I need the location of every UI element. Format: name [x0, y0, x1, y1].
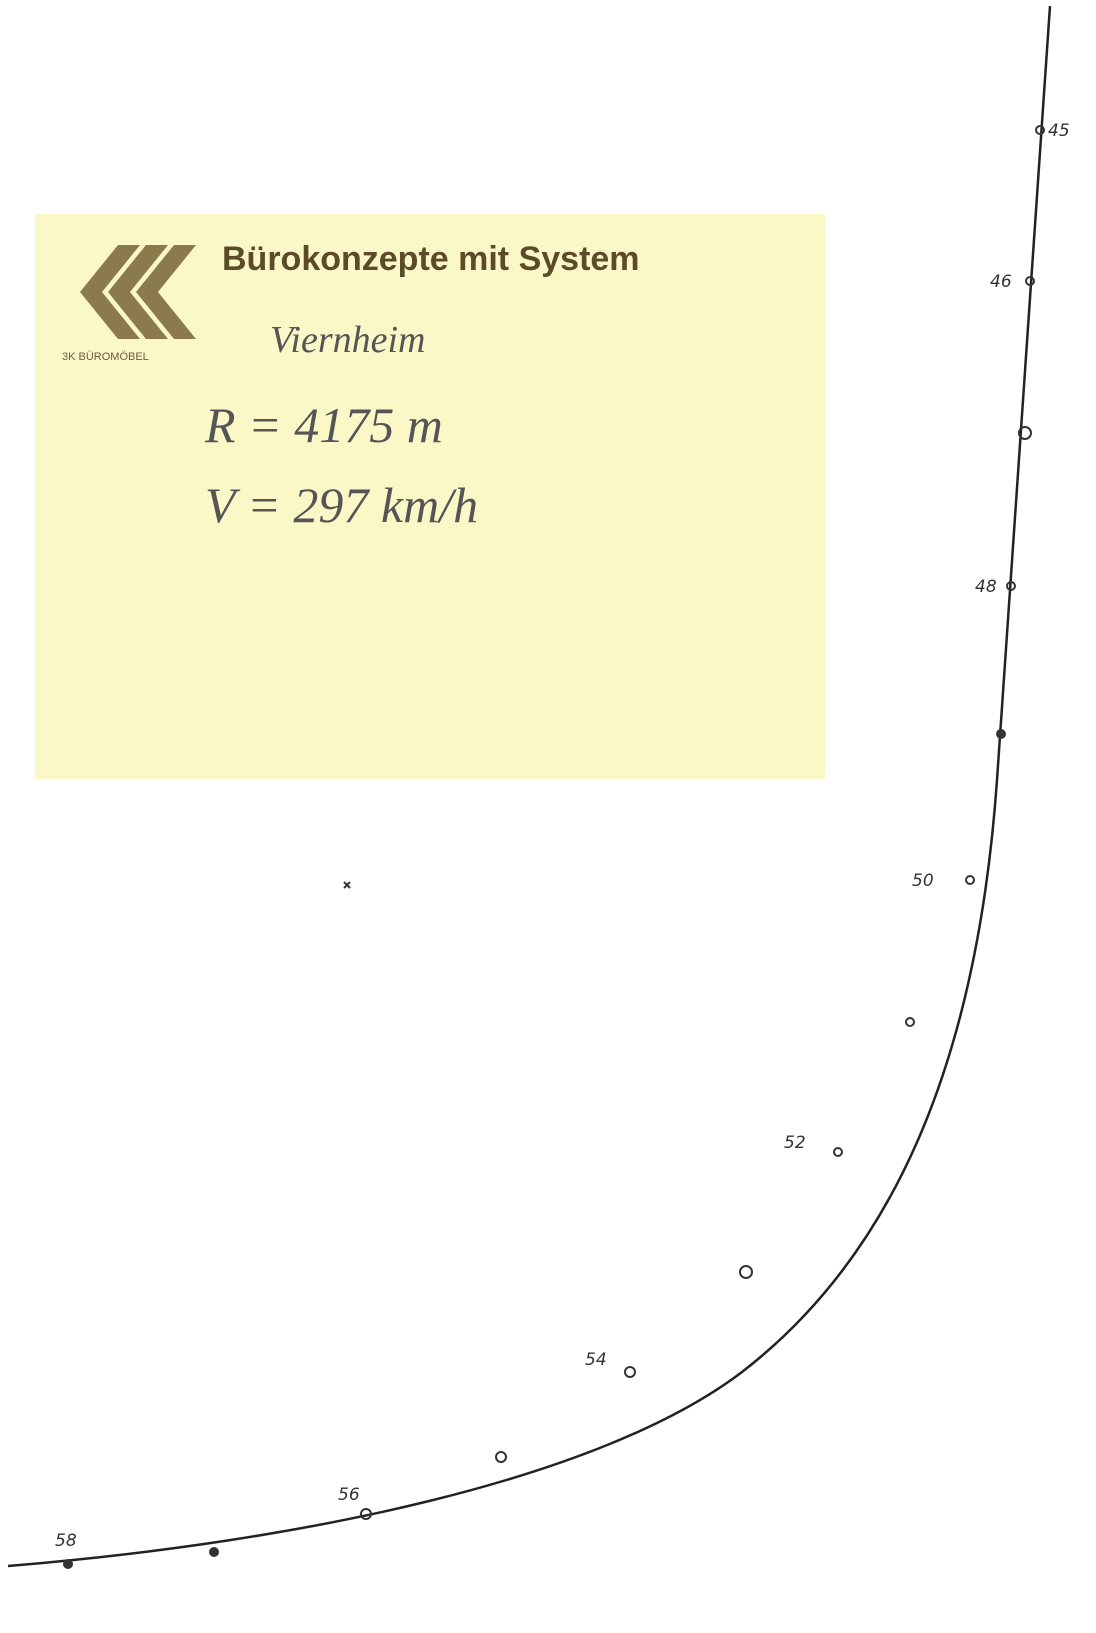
station-label: 52 — [784, 1133, 806, 1153]
handwritten-place: Viernheim — [270, 319, 425, 361]
station-label: 48 — [975, 577, 997, 597]
marker — [210, 1548, 218, 1556]
station-label: 46 — [990, 272, 1012, 292]
station-label: 56 — [338, 1485, 360, 1505]
marker — [997, 730, 1005, 738]
handwritten-radius: R = 4175 m — [204, 397, 443, 453]
sticky-note: 3K BÜROMÖBEL Bürokonzepte mit System Vie… — [35, 214, 825, 779]
page: 3K BÜROMÖBEL Bürokonzepte mit System Vie… — [0, 0, 1096, 1633]
station-label: 54 — [585, 1350, 607, 1370]
slogan: Bürokonzepte mit System — [222, 240, 640, 278]
station-label: 45 — [1048, 121, 1070, 141]
brand: 3K BÜROMÖBEL — [62, 351, 149, 363]
station-label: 50 — [912, 871, 934, 891]
station-label: 58 — [55, 1531, 77, 1551]
handwritten-speed: V = 297 km/h — [205, 477, 478, 533]
scan: 3K BÜROMÖBEL Bürokonzepte mit System Vie… — [0, 0, 1096, 1633]
marker — [64, 1560, 72, 1568]
